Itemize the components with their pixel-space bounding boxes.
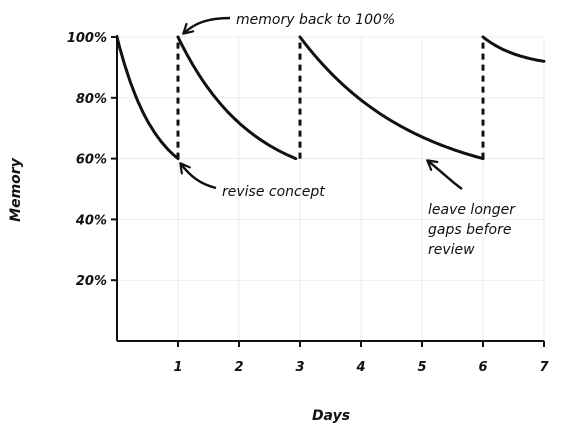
axes <box>116 35 544 342</box>
annotation-arrow-top <box>184 16 231 33</box>
x-tick-label: 2 <box>234 360 243 375</box>
x-tick-label: 1 <box>173 360 182 375</box>
annotation-arrow-gaps <box>428 161 463 190</box>
y-axis-label: Memory <box>8 157 24 222</box>
x-tick-label: 4 <box>355 360 365 375</box>
y-tick-label: 100% <box>67 31 107 46</box>
memory-curve-segment <box>481 35 546 63</box>
y-axis-ticks: 20% 40% 60% 80% 100% <box>67 31 117 289</box>
x-axis-label: Days <box>312 408 350 424</box>
annotation-revise-concept: revise concept <box>222 184 325 200</box>
annotation-arrow-revise <box>181 164 217 190</box>
x-axis-ticks: 1 2 3 4 5 6 7 <box>173 341 549 375</box>
grid <box>117 36 545 341</box>
memory-series <box>115 35 546 161</box>
y-tick-label: 40% <box>75 213 107 228</box>
x-tick-label: 5 <box>417 360 426 375</box>
y-tick-label: 20% <box>76 274 107 289</box>
review-markers <box>176 37 485 159</box>
annotation-memory-back: memory back to 100% <box>236 12 395 28</box>
memory-curve-segment <box>115 35 180 161</box>
x-tick-label: 6 <box>478 360 487 375</box>
annotation-leave-longer-gaps: leave longer gaps before review <box>428 202 519 258</box>
x-tick-label: 7 <box>539 360 549 375</box>
y-tick-label: 60% <box>76 153 107 168</box>
memory-curve-segment <box>298 35 485 161</box>
annotations: memory back to 100% revise concept leave… <box>181 12 519 258</box>
memory-curve-segment <box>176 35 298 161</box>
y-tick-label: 80% <box>76 92 107 107</box>
x-tick-label: 3 <box>295 360 304 375</box>
